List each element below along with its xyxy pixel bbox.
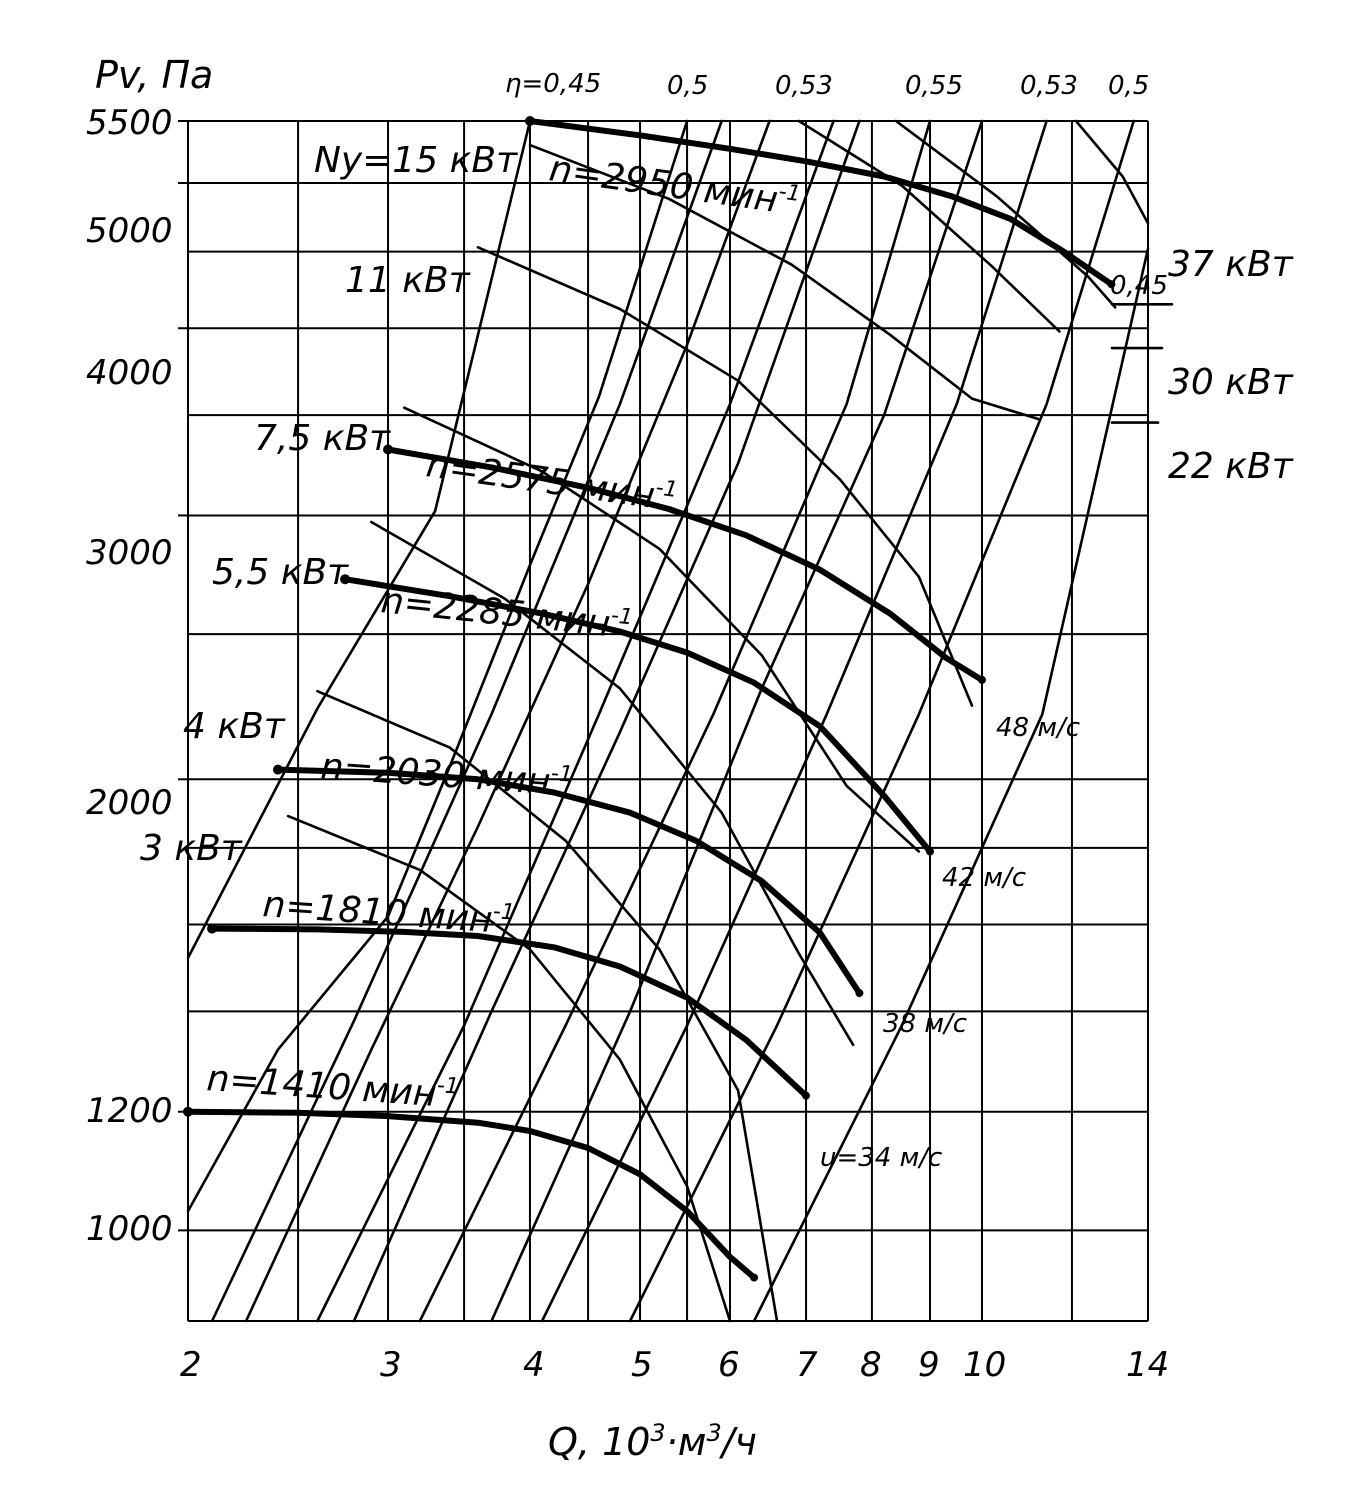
speed-label: n=2030 мин-1 <box>319 745 573 804</box>
velocity-line <box>186 119 689 1213</box>
efficiency-label: 0,5 <box>1108 71 1149 101</box>
velocity-line <box>244 119 771 1323</box>
y-tick-label: 3000 <box>86 533 173 573</box>
speed-curve-end-point <box>802 1091 811 1100</box>
speed-curve-start-point <box>272 764 283 775</box>
efficiency-line <box>210 119 723 1323</box>
speed-curve-start-point <box>524 116 535 126</box>
velocity-label: 42 м/с <box>942 863 1026 893</box>
x-tick-label: 9 <box>918 1345 940 1385</box>
power-label: 22 кВт <box>1168 446 1294 487</box>
power-label: 7,5 кВт <box>254 418 391 459</box>
power-label: 4 кВт <box>183 706 286 747</box>
grid <box>178 120 1149 1322</box>
x-tick-label: 2 <box>180 1345 202 1385</box>
power-curve <box>370 520 855 1047</box>
speed-curve-end-point <box>750 1273 759 1282</box>
speed-curve-end-point <box>855 989 864 998</box>
x-tick-label: 3 <box>380 1345 402 1385</box>
curves <box>183 116 1174 1323</box>
x-tick-label: 5 <box>631 1345 653 1385</box>
speed-label: n=1810 мин-1 <box>261 883 515 942</box>
power-curve <box>1074 119 1150 225</box>
speed-curve-start-point <box>340 574 351 585</box>
velocity-line <box>352 119 861 1323</box>
y-tick-label: 1000 <box>86 1209 173 1249</box>
power-curve <box>476 246 974 707</box>
speed-label: n=1410 мин-1 <box>205 1057 459 1116</box>
speed-curve <box>185 1108 758 1281</box>
power-label: 5,5 кВт <box>212 552 349 593</box>
power-curve <box>286 814 732 1323</box>
speed-curve <box>342 576 933 855</box>
power-label: 30 кВт <box>1168 362 1294 403</box>
power-label: 37 кВт <box>1168 244 1294 285</box>
efficiency-label: 0,5 <box>667 71 708 101</box>
efficiency-label: 0,45 <box>1110 271 1168 301</box>
speed-curve-start-point <box>383 444 394 455</box>
y-tick-label: 2000 <box>86 783 173 823</box>
y-tick-label: 1200 <box>86 1091 173 1131</box>
power-curve <box>528 143 1040 421</box>
velocity-label: u=34 м/с <box>820 1143 942 1173</box>
labels: Pv, Па Q, 103·м3/ч 5500 5000 4000 3000 2… <box>86 53 1294 1464</box>
velocity-label: 48 м/с <box>996 713 1080 743</box>
efficiency-label: 0,53 <box>1020 71 1078 101</box>
speed-curve-end-point <box>1107 280 1116 289</box>
power-label: Ny=15 кВт <box>314 140 518 181</box>
y-axis-label: Pv, Па <box>95 53 213 97</box>
x-axis-label: Q, 103·м3/ч <box>548 1419 757 1464</box>
power-curve <box>797 119 1061 333</box>
y-tick-label: 5500 <box>86 103 173 143</box>
x-tick-label: 10 <box>963 1345 1006 1385</box>
efficiency-label: η=0,45 <box>505 69 601 99</box>
efficiency-line <box>628 119 1135 1323</box>
speed-label: n=2285 мин-1 <box>379 579 634 647</box>
efficiency-line <box>316 119 835 1323</box>
speed-curve-start-point <box>207 923 218 934</box>
efficiency-line <box>540 119 1048 1323</box>
efficiency-line <box>186 119 532 960</box>
velocity-label: 38 м/с <box>883 1009 967 1039</box>
x-tick-label: 7 <box>796 1345 818 1385</box>
x-tick-label: 4 <box>523 1345 545 1385</box>
speed-curve-end-point <box>978 675 987 684</box>
efficiency-line <box>418 119 932 1323</box>
y-tick-label: 5000 <box>86 211 173 251</box>
efficiency-line <box>752 247 1150 1323</box>
efficiency-label: 0,55 <box>905 71 963 101</box>
speed-curve <box>274 766 863 997</box>
efficiency-label: 0,53 <box>775 71 833 101</box>
power-curve <box>316 689 779 1323</box>
speed-curve <box>527 118 1115 288</box>
x-tick-label: 8 <box>860 1345 882 1385</box>
speed-curve-end-point <box>926 847 935 856</box>
x-tick-label: 14 <box>1126 1345 1169 1385</box>
y-tick-label: 4000 <box>86 353 173 393</box>
speed-curve-start-point <box>183 1106 193 1117</box>
speed-curve <box>209 925 809 1099</box>
power-label: 3 кВт <box>140 828 243 869</box>
power-curve <box>402 406 921 853</box>
power-label: 11 кВт <box>345 260 471 301</box>
x-tick-label: 6 <box>718 1345 740 1385</box>
speed-curve <box>385 446 985 683</box>
